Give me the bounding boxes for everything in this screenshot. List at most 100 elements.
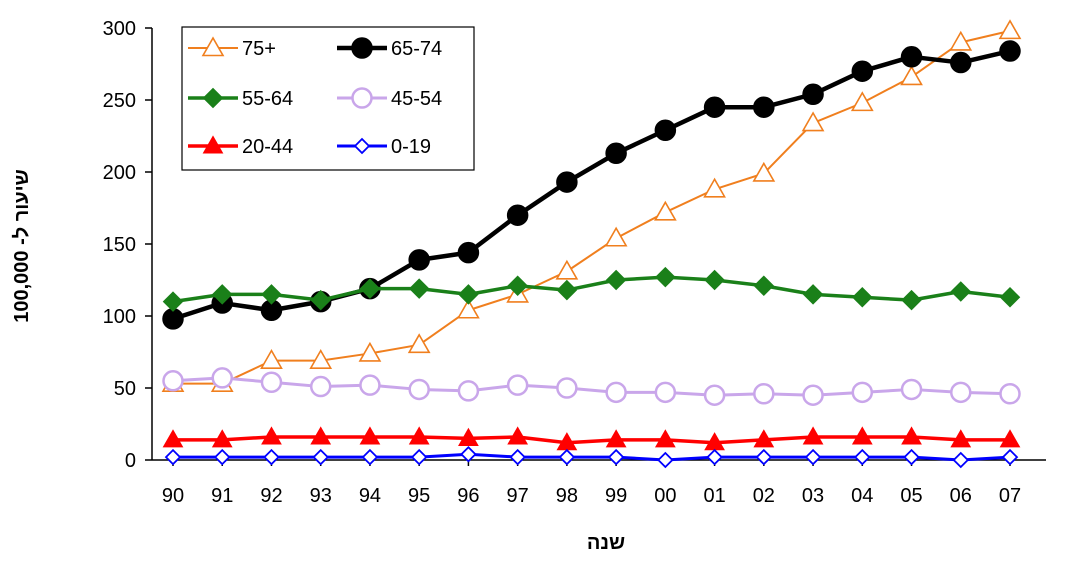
data-point xyxy=(556,377,578,399)
data-point xyxy=(854,448,871,466)
legend-item-75+: 75+ xyxy=(188,36,276,60)
data-point xyxy=(900,65,923,86)
data-point xyxy=(753,275,775,297)
data-point xyxy=(260,349,283,369)
data-point xyxy=(901,289,922,311)
data-point xyxy=(162,291,184,312)
data-point xyxy=(164,448,182,466)
data-point xyxy=(654,429,676,448)
data-point xyxy=(950,429,972,448)
data-point xyxy=(999,40,1021,62)
y-tick-label: 150 xyxy=(103,234,136,256)
x-tick-label: 06 xyxy=(950,485,972,507)
legend-marker xyxy=(351,37,373,59)
legend-label: 0-19 xyxy=(391,136,431,158)
y-tick-label: 50 xyxy=(114,378,136,400)
data-point xyxy=(506,204,529,226)
x-tick-label: 91 xyxy=(211,485,233,507)
data-point xyxy=(211,429,233,448)
data-point xyxy=(900,378,923,401)
data-point xyxy=(261,426,282,445)
data-point xyxy=(408,249,430,271)
data-point xyxy=(755,448,773,466)
data-point xyxy=(900,46,923,68)
x-tick-label: 98 xyxy=(556,485,578,507)
data-point xyxy=(999,287,1021,308)
data-point xyxy=(556,279,578,301)
x-axis-title: שנה xyxy=(587,532,625,554)
series-45-54 xyxy=(162,367,1021,406)
data-point xyxy=(851,426,873,445)
data-point xyxy=(605,142,627,165)
legend-marker xyxy=(351,87,373,109)
data-point xyxy=(509,448,526,466)
data-point xyxy=(703,384,726,406)
data-point xyxy=(901,426,922,445)
data-point xyxy=(309,375,332,398)
data-point xyxy=(655,266,676,288)
data-point xyxy=(851,60,874,82)
data-point xyxy=(604,226,628,247)
series-20-44 xyxy=(162,426,1021,451)
data-point xyxy=(850,91,874,112)
data-point xyxy=(460,445,477,463)
x-tick-label: 97 xyxy=(507,485,529,507)
data-point xyxy=(408,278,430,299)
data-point xyxy=(753,96,775,118)
data-point xyxy=(654,119,677,141)
data-point xyxy=(999,429,1021,448)
x-tick-label: 01 xyxy=(703,485,725,507)
y-tick-label: 200 xyxy=(103,162,136,184)
y-tick-label: 100 xyxy=(103,306,136,328)
series-line xyxy=(173,452,1011,462)
series-layer xyxy=(161,19,1022,469)
data-point xyxy=(802,83,824,105)
data-point xyxy=(507,275,528,297)
data-point xyxy=(949,30,973,51)
legend-item-20-44: 20-44 xyxy=(188,135,293,158)
data-point xyxy=(703,96,726,118)
data-point xyxy=(506,374,529,396)
x-tick-label: 02 xyxy=(753,485,775,507)
data-point xyxy=(408,426,430,445)
data-point xyxy=(753,429,775,448)
data-point xyxy=(359,278,381,299)
x-tick-label: 92 xyxy=(260,485,282,507)
x-tick-label: 90 xyxy=(162,485,184,507)
legend-label: 45-54 xyxy=(391,88,442,110)
series-line xyxy=(172,376,1011,397)
series-line xyxy=(172,275,1011,304)
y-tick-label: 300 xyxy=(103,18,136,40)
data-point xyxy=(162,370,184,392)
y-tick-label: 0 xyxy=(125,450,136,472)
data-point xyxy=(408,378,430,401)
data-point xyxy=(457,298,480,319)
y-tick-label: 250 xyxy=(103,90,136,112)
data-point xyxy=(162,429,184,448)
data-point xyxy=(361,448,379,466)
data-point xyxy=(555,259,579,280)
series-0-19 xyxy=(164,445,1019,469)
legend-item-0-19: 0-19 xyxy=(337,136,431,158)
data-point xyxy=(310,426,332,445)
data-point xyxy=(950,51,972,74)
data-point xyxy=(801,111,825,132)
data-point xyxy=(950,381,972,404)
legend-item-65-74: 65-74 xyxy=(337,37,442,60)
data-point xyxy=(457,380,480,402)
data-point xyxy=(457,241,480,264)
data-point xyxy=(704,269,725,291)
x-axis-ticks: 90 91 92 93 94 95 96 97 98 99 00 01 02 03 04 05 06 07 xyxy=(162,460,1021,507)
data-point xyxy=(213,448,231,466)
data-point xyxy=(605,429,627,448)
data-point xyxy=(802,284,824,305)
legend-marker xyxy=(201,36,225,57)
data-point xyxy=(753,383,775,405)
data-point xyxy=(558,448,576,466)
data-point xyxy=(706,448,723,466)
data-point xyxy=(358,341,382,362)
data-point xyxy=(950,281,972,302)
data-point xyxy=(162,308,184,330)
data-point xyxy=(998,19,1022,40)
